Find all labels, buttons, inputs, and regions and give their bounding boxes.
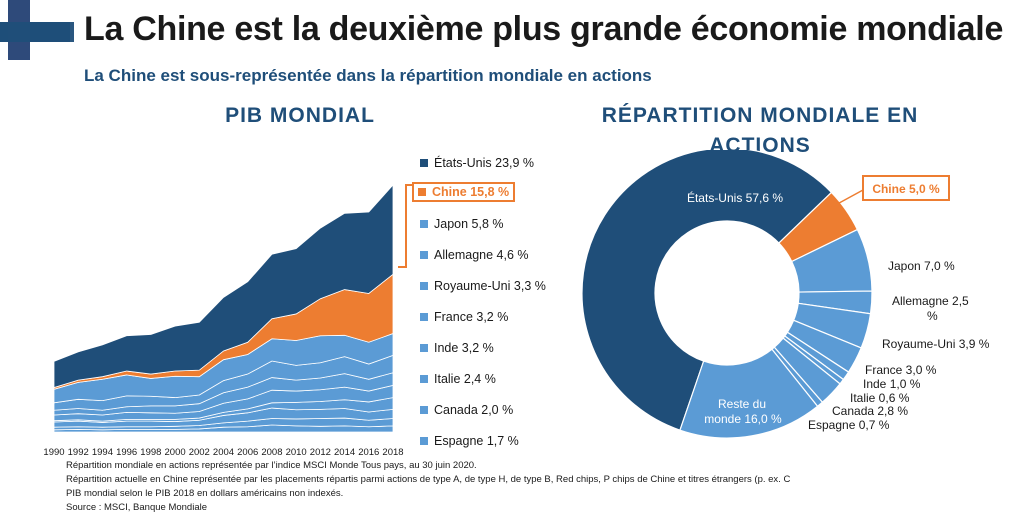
footnote: PIB mondial selon le PIB 2018 en dollars… <box>66 488 344 499</box>
donut-label: Allemagne 2,5 <box>892 294 969 308</box>
area-layers <box>53 183 394 433</box>
x-tick-label: 2002 <box>189 447 210 458</box>
legend-item-japon: Japon 5,8 % <box>420 215 504 233</box>
footnote: Répartition mondiale en actions représen… <box>66 460 477 471</box>
legend-swatch <box>420 437 428 445</box>
legend-swatch <box>420 313 428 321</box>
legend-swatch <box>420 220 428 228</box>
x-tick-label: 2014 <box>334 447 355 458</box>
footnote: Répartition actuelle en Chine représenté… <box>66 474 791 485</box>
footnotes: Répartition mondiale en actions représen… <box>66 459 790 515</box>
donut-slice--tats-unis <box>581 150 833 431</box>
china-callout-line <box>398 184 412 268</box>
legend-label: Royaume-Uni 3,3 % <box>434 279 546 293</box>
donut-label: Chine 5,0 % <box>872 182 940 196</box>
page-title: La Chine est la deuxième plus grande éco… <box>84 10 1004 48</box>
legend-swatch <box>420 159 428 167</box>
left-chart-title: PIB MONDIAL <box>225 104 375 127</box>
donut-slices <box>581 150 873 439</box>
legend-swatch <box>420 406 428 414</box>
x-tick-label: 2018 <box>382 447 403 458</box>
logo-plus-icon <box>0 0 74 60</box>
legend-label: États-Unis 23,9 % <box>434 156 535 170</box>
x-tick-label: 2012 <box>310 447 331 458</box>
x-tick-label: 2004 <box>213 447 234 458</box>
legend-label: Japon 5,8 % <box>434 217 504 231</box>
donut-label: Inde 1,0 % <box>863 377 921 391</box>
legend-swatch <box>420 282 428 290</box>
x-tick-label: 2006 <box>237 447 258 458</box>
donut-label: Japon 7,0 % <box>888 259 955 273</box>
legend-swatch <box>418 188 426 196</box>
x-tick-label: 1992 <box>68 447 89 458</box>
donut-label: États-Unis 57,6 % <box>687 190 783 205</box>
donut-label: Canada 2,8 % <box>832 404 908 418</box>
legend-item-italie: Italie 2,4 % <box>420 370 496 388</box>
legend-item-inde: Inde 3,2 % <box>420 339 494 357</box>
x-tick-label: 2016 <box>358 447 379 458</box>
china-callout-line <box>829 189 864 209</box>
x-tick-label: 2008 <box>261 447 282 458</box>
legend-item-canada: Canada 2,0 % <box>420 401 513 419</box>
donut-label: monde 16,0 % <box>704 412 782 426</box>
legend-swatch <box>420 344 428 352</box>
donut-label: Italie 0,6 % <box>850 391 910 405</box>
legend-item-allemagne: Allemagne 4,6 % <box>420 246 529 264</box>
x-tick-label: 1994 <box>92 447 113 458</box>
x-tick-label: 1996 <box>116 447 137 458</box>
legend-label: Italie 2,4 % <box>434 372 496 386</box>
legend-label: Chine 15,8 % <box>432 185 510 199</box>
donut-label: Espagne 0,7 % <box>808 418 890 432</box>
legend-label: Allemagne 4,6 % <box>434 248 529 262</box>
legend-item--tats-unis: États-Unis 23,9 % <box>420 154 534 172</box>
legend-label: Inde 3,2 % <box>434 341 494 355</box>
legend-label: France 3,2 % <box>434 310 509 324</box>
legend-item-france: France 3,2 % <box>420 308 508 326</box>
legend-label: Canada 2,0 % <box>434 403 514 417</box>
x-axis: 1990 1992 1994 1996 1998 2000 2002 2004 2006 2008… <box>43 447 403 458</box>
donut-label: France 3,0 % <box>865 363 937 377</box>
china-callout-box <box>862 175 950 201</box>
x-tick-label: 2000 <box>165 447 186 458</box>
area-series--tats-unis <box>53 183 394 389</box>
right-chart-title-line1: RÉPARTITION MONDIALE EN <box>601 104 919 127</box>
legend-swatch <box>420 251 428 259</box>
x-tick-label: 2010 <box>286 447 307 458</box>
page-subtitle: La Chine est sous-représentée dans la ré… <box>84 66 652 85</box>
donut-label: Reste du <box>718 397 766 411</box>
donut-label: Royaume-Uni 3,9 % <box>882 337 990 351</box>
legend-label: Espagne 1,7 % <box>434 434 519 448</box>
gdp-area-chart: 1990 1992 1994 1996 1998 2000 2002 2004 2006 2008… <box>43 183 412 458</box>
legend-item-chine: Chine 15,8 % <box>412 182 516 202</box>
footnote: Source : MSCI, Banque Mondiale <box>66 502 207 513</box>
legend-item-espagne: Espagne 1,7 % <box>420 432 519 450</box>
legend-item-royaume-uni: Royaume-Uni 3,3 % <box>420 277 546 295</box>
x-tick-label: 1990 <box>43 447 64 458</box>
donut-slice-reste-du-monde <box>679 348 819 439</box>
x-tick-label: 1998 <box>140 447 161 458</box>
legend-swatch <box>420 375 428 383</box>
donut-label: % <box>927 309 938 323</box>
